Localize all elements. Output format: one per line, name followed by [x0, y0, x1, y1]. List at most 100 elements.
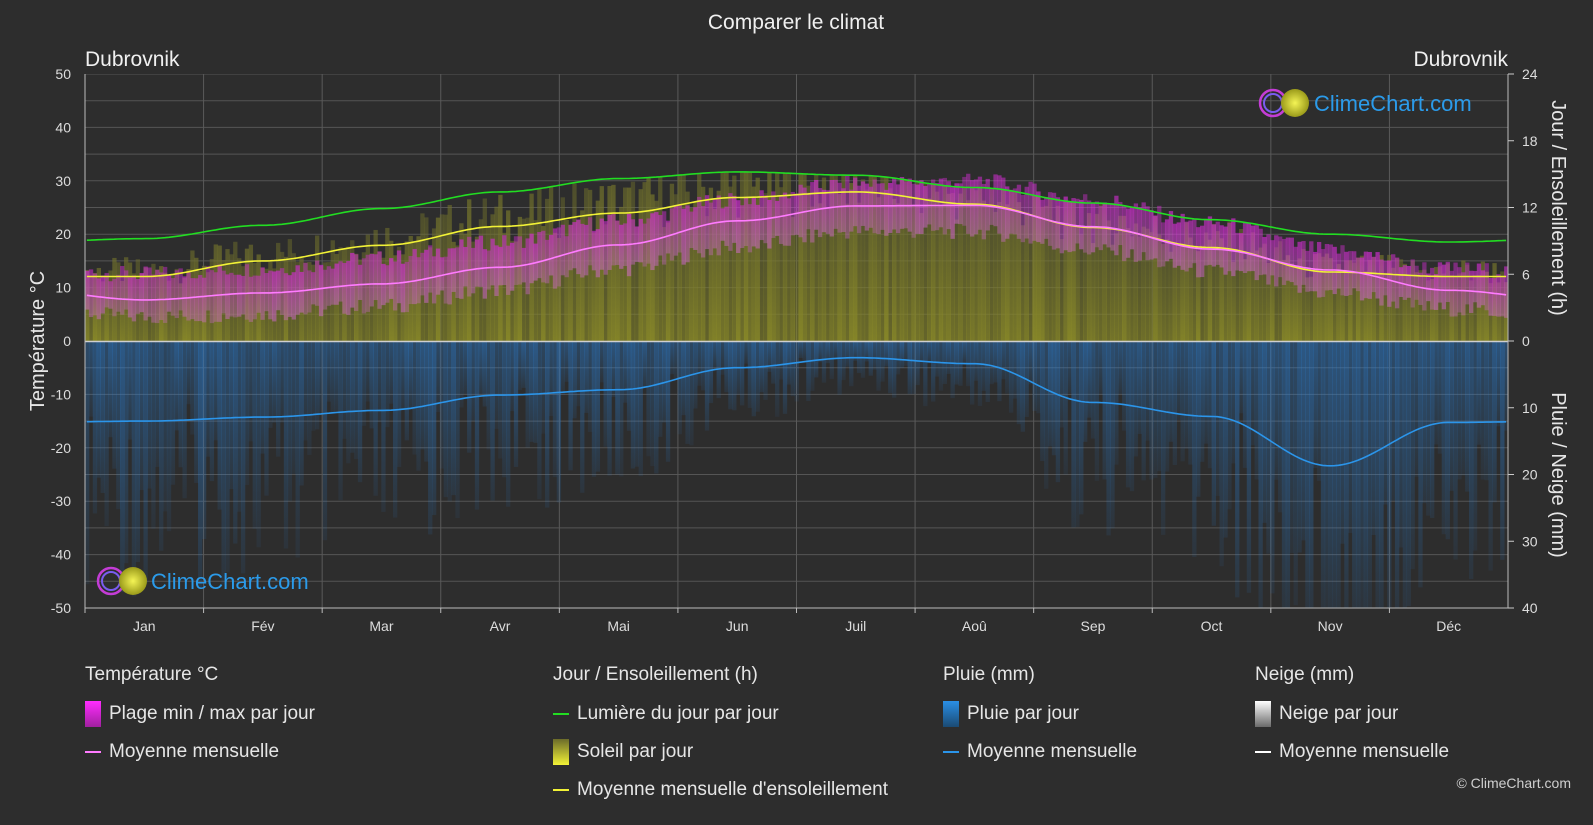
rain-bar [794, 341, 799, 402]
sunshine-bar [700, 186, 706, 341]
temp-range-bar [977, 176, 983, 230]
rain-bar [580, 341, 585, 493]
temp-range-bar [833, 179, 838, 229]
temp-range-bar [525, 238, 530, 295]
temp-range-bar [911, 183, 916, 238]
temp-range-bar [459, 239, 464, 299]
temp-range-bar [825, 190, 831, 234]
brand-text-top: ClimeChart.com [1314, 91, 1472, 116]
rain-bar [205, 341, 211, 457]
rain-bar [1203, 341, 1209, 444]
temp-range-bar [677, 204, 682, 253]
temp-range-bar [919, 180, 924, 235]
temp-range-bar [1083, 194, 1088, 253]
rain-bar [798, 341, 803, 359]
rain-bar [825, 341, 831, 364]
rain-bar [1352, 341, 1357, 608]
rain-bar [1430, 341, 1435, 518]
temp-range-bar [389, 258, 394, 299]
temp-range-bar [743, 197, 749, 247]
rain-bar [1336, 341, 1341, 608]
tick-label-month: Déc [1436, 618, 1461, 634]
rain-bar [276, 341, 281, 457]
rain-bar [1246, 341, 1252, 593]
rain-bar [646, 341, 651, 457]
sunshine-bar [860, 179, 866, 341]
rain-bar [1367, 341, 1372, 608]
rain-bar [591, 341, 597, 477]
sunshine-bar [767, 172, 772, 341]
sunshine-bar [1231, 261, 1236, 341]
tick-label-right-hours: 0 [1522, 333, 1530, 349]
swatch-snow-daily [1255, 701, 1271, 727]
tick-label-left: 0 [63, 333, 71, 349]
rain-bar [1200, 341, 1205, 462]
temp-range-bar [1320, 249, 1326, 297]
sunshine-bar [1137, 236, 1142, 341]
temp-range-bar [1102, 202, 1107, 245]
sunshine-bar [919, 213, 924, 341]
rain-bar [1184, 341, 1189, 449]
temp-range-bar [584, 224, 589, 276]
rain-bar [767, 341, 772, 372]
rain-bar [1168, 341, 1174, 442]
rain-bar [1028, 341, 1033, 385]
rain-bar [1083, 341, 1088, 442]
temp-range-bar [190, 278, 195, 320]
rain-bar [1172, 341, 1178, 465]
temp-range-bar [295, 265, 300, 315]
legend-item-rain-daily: Pluie par jour [943, 700, 1137, 728]
rain-bar [1196, 341, 1201, 497]
sunshine-bar [771, 195, 776, 341]
sunshine-bar [946, 193, 951, 341]
temp-range-bar [599, 218, 604, 270]
legend-label: Soleil par jour [577, 741, 694, 762]
rain-bar [845, 341, 850, 367]
sunshine-bar [654, 200, 659, 341]
temp-range-bar [198, 275, 203, 322]
temp-range-bar [1192, 218, 1197, 264]
temp-range-bar [346, 261, 351, 315]
sunshine-bar [1157, 234, 1162, 341]
axes: 50 40 30 20 10 0 -10 -20 -30 -40 -50 24 18 12 6 0 10 20 30… [51, 66, 1538, 634]
temp-range-bar [1254, 225, 1259, 281]
temp-range-bar [1157, 205, 1162, 268]
legend-label: Pluie par jour [967, 703, 1079, 724]
rain-bar [1371, 341, 1376, 535]
temp-range-bar [1437, 262, 1443, 303]
sunshine-bar [587, 189, 593, 341]
temp-range-bar [217, 264, 222, 322]
temp-range-bar [700, 206, 706, 258]
temp-range-bar [755, 204, 760, 249]
sunshine-bar [1320, 256, 1326, 341]
temp-range-bar [463, 246, 468, 287]
sunshine-bar [1161, 244, 1166, 341]
temp-range-bar [864, 183, 870, 231]
temp-range-bar [1422, 262, 1427, 311]
temp-range-bar [1383, 260, 1388, 296]
rain-bar [303, 341, 308, 441]
rain-bar [1207, 341, 1213, 469]
rain-bar [252, 341, 257, 529]
rain-bar [1301, 341, 1306, 541]
sunshine-bar [1281, 259, 1287, 341]
temp-range-bar [962, 176, 967, 226]
sunshine-bar [1352, 262, 1357, 341]
temp-range-bar [798, 184, 803, 238]
rain-bar [1075, 341, 1080, 528]
temp-range-bar [244, 264, 250, 320]
rain-bar [642, 341, 647, 388]
sunshine-bar [669, 183, 675, 341]
sunshine-bar [1266, 262, 1271, 341]
temp-range-bar [1476, 263, 1482, 308]
sunshine-bar [864, 189, 870, 341]
rain-bar [1437, 341, 1443, 454]
legend-label: Moyenne mensuelle [967, 741, 1138, 762]
temp-range-bar [1032, 183, 1037, 241]
sunshine-bar [802, 173, 807, 341]
sunshine-bar [1110, 244, 1115, 341]
tick-label-left: -10 [51, 386, 71, 402]
temp-range-bar [1484, 263, 1489, 311]
sunshine-bar [1324, 253, 1330, 341]
rain-bar [233, 341, 238, 544]
